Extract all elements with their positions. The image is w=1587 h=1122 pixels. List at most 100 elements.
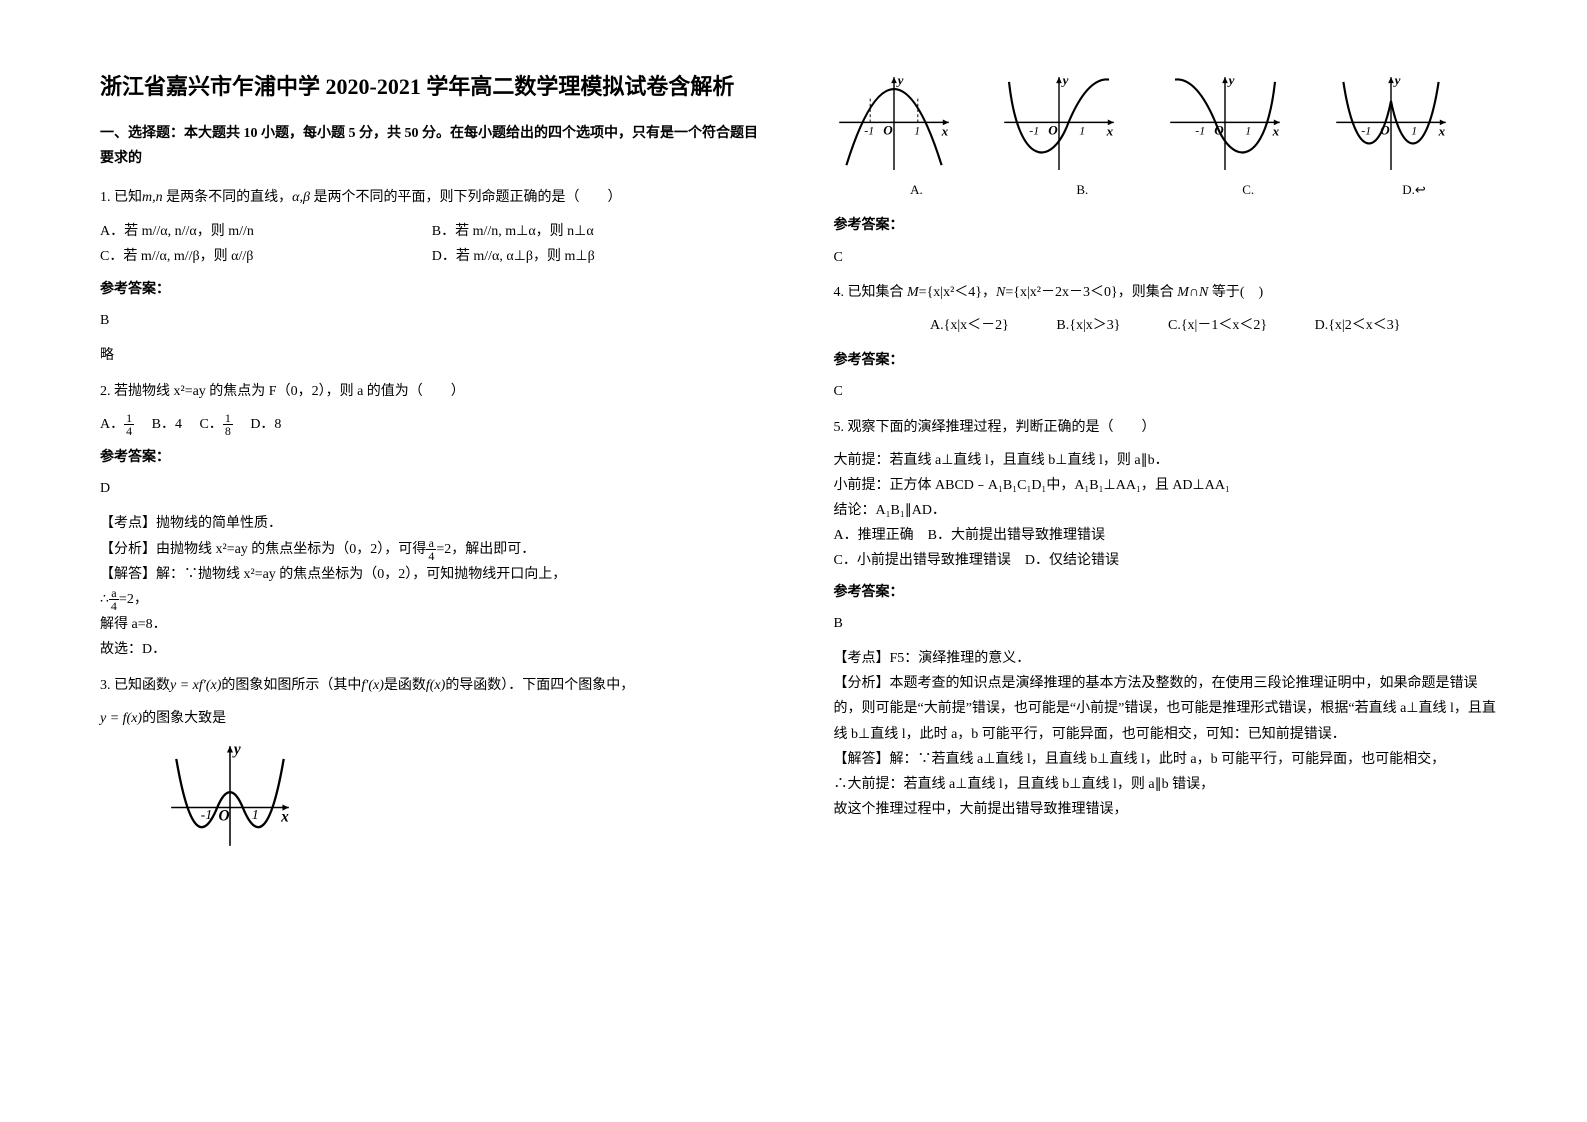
q3-derivative-plot: -1 1 O x y xyxy=(160,741,764,851)
svg-text:x: x xyxy=(940,123,948,138)
frac-d: 8 xyxy=(223,425,233,437)
label-neg1: -1 xyxy=(201,807,213,823)
svg-text:x: x xyxy=(1272,123,1280,138)
label-O: O xyxy=(218,807,229,824)
q5-ans: B xyxy=(834,611,1498,636)
q4-optd: D.{x|2＜x＜3} xyxy=(1315,313,1401,338)
frac-d: 4 xyxy=(124,425,134,437)
q2-optc-pre: C． xyxy=(199,417,222,432)
q5-p3: 结论：A₁B₁∥AD． xyxy=(834,498,1498,523)
q3-stem-d: 的导函数）．下面四个图象中， xyxy=(445,678,634,693)
svg-text:O: O xyxy=(1380,122,1390,137)
label-y: y xyxy=(232,741,241,758)
q5-optd: D．仅结论错误 xyxy=(1025,553,1119,568)
q5-opts2: C．小前提出错导致推理错误 D．仅结论错误 xyxy=(834,548,1498,573)
left-column: 浙江省嘉兴市乍浦中学 2020-2021 学年高二数学理模拟试卷含解析 一、选择… xyxy=(100,70,799,1082)
q4-sb: ={x|x²＜4}， xyxy=(919,285,996,300)
q4-ans: C xyxy=(834,379,1498,404)
q1-ans: B xyxy=(100,308,764,333)
q3-stem2: y = f(x)的图象大致是 xyxy=(100,706,764,731)
q2-frac1: 14 xyxy=(124,412,134,437)
q3-yeq: y = xf′(x) xyxy=(170,678,221,693)
q1-stem-b: 是两条不同的直线， xyxy=(166,190,292,205)
q2-opta-pre: A． xyxy=(100,417,124,432)
q3-ans-label: 参考答案： xyxy=(834,213,1498,238)
q5-opts1: A．推理正确 B．大前提出错导致推理错误 xyxy=(834,523,1498,548)
svg-text:1: 1 xyxy=(1080,123,1086,137)
q5-opta: A．推理正确 xyxy=(834,528,914,543)
q2-optd: D．8 xyxy=(250,417,281,432)
q2-exp4pre: ∴ xyxy=(100,592,109,607)
q1-optb: B．若 m//n, m⊥α，则 n⊥α xyxy=(432,219,764,244)
q5-exp4: ∴大前提：若直线 a⊥直线 l，且直线 b⊥直线 l，则 a∥b 错误， xyxy=(834,772,1498,797)
q3-yfx: y = f(x) xyxy=(100,711,142,726)
q2-exp2b: =2，解出即可． xyxy=(436,542,535,557)
q2-ans-label: 参考答案： xyxy=(100,445,764,470)
q3-fprime: f′(x) xyxy=(361,678,384,693)
q2-optb: B．4 xyxy=(152,417,182,432)
q1-ans-label: 参考答案： xyxy=(100,277,764,302)
q3-captions: A. B. C. D.↩ xyxy=(834,178,1498,201)
svg-text:O: O xyxy=(883,122,893,137)
q5-exp5: 故这个推理过程中，大前提出错导致推理错误， xyxy=(834,797,1498,822)
plot-B: -1 1 O x y xyxy=(999,70,1165,170)
q3-ans: C xyxy=(834,245,1498,270)
q4-sa: 4. 已知集合 xyxy=(834,285,908,300)
deriv-plot-svg: -1 1 O x y xyxy=(160,741,300,851)
cap-a: A. xyxy=(834,178,1000,201)
q3-fx: f(x) xyxy=(426,678,445,693)
frac-n: a xyxy=(426,537,436,550)
q2-exp1: 【考点】抛物线的简单性质． xyxy=(100,511,764,536)
q4-ans-label: 参考答案： xyxy=(834,348,1498,373)
cap-c: C. xyxy=(1165,178,1331,201)
q5-optb: B．大前提出错导致推理错误 xyxy=(928,528,1105,543)
y-arrow xyxy=(227,746,233,752)
q1-optc: C．若 m//α, m//β，则 α//β xyxy=(100,244,432,269)
svg-text:y: y xyxy=(895,72,903,87)
q3-option-plots: -1 1 O x y -1 1 O x y xyxy=(834,70,1498,170)
q5-exp3: 【解答】解：∵若直线 a⊥直线 l，且直线 b⊥直线 l，此时 a，b 可能平行… xyxy=(834,747,1498,772)
svg-text:1: 1 xyxy=(1411,123,1417,137)
q4-opts: A.{x|x＜－2} B.{x|x＞3} C.{x|－1＜x＜2} D.{x|2… xyxy=(834,313,1498,338)
q2-exp4post: =2， xyxy=(119,592,148,607)
q5-optc: C．小前提出错导致推理错误 xyxy=(834,553,1011,568)
q3-stem-b: 的图象如图所示（其中 xyxy=(221,678,361,693)
svg-text:O: O xyxy=(1049,122,1059,137)
q4-stem: 4. 已知集合 M={x|x²＜4}，N={x|x²－2x－3＜0}，则集合 M… xyxy=(834,280,1498,305)
q3-stem-e: 的图象大致是 xyxy=(142,711,226,726)
label-x: x xyxy=(280,809,289,826)
q2-opts: A．14 B．4 C．18 D．8 xyxy=(100,412,764,437)
svg-text:x: x xyxy=(1106,123,1114,138)
q1-mn: m,n xyxy=(142,190,166,205)
svg-text:-1: -1 xyxy=(1361,123,1371,137)
right-column: -1 1 O x y -1 1 O x y xyxy=(799,70,1498,1082)
q5-exp2: 【分析】本题考查的知识点是演绎推理的基本方法及整数的，在使用三段论推理证明中，如… xyxy=(834,671,1498,747)
q3-stem: 3. 已知函数y = xf′(x)的图象如图所示（其中f′(x)是函数f(x)的… xyxy=(100,673,764,698)
q2-exp6: 故选：D． xyxy=(100,637,764,662)
q2-frac2: 18 xyxy=(223,412,233,437)
q2-exp2a: 【分析】由抛物线 x²=ay 的焦点坐标为（0，2），可得 xyxy=(100,542,426,557)
q5-p2: 小前提：正方体 ABCD﹣A₁B₁C₁D₁中，A₁B₁⊥AA₁，且 AD⊥AA₁ xyxy=(834,473,1498,498)
svg-text:y: y xyxy=(1061,72,1069,87)
q4-M: M xyxy=(907,285,919,300)
q4-N: N xyxy=(996,285,1005,300)
q3-stem-a: 3. 已知函数 xyxy=(100,678,170,693)
q1-stem-c: 是两个不同的平面，则下列命题正确的是（ ） xyxy=(313,190,621,205)
q1-ab: α,β xyxy=(292,190,313,205)
section-1-head: 一、选择题：本大题共 10 小题，每小题 5 分，共 50 分。在每小题给出的四… xyxy=(100,121,764,171)
q2-exp4: ∴a4=2， xyxy=(100,587,764,612)
q1-exp: 略 xyxy=(100,343,764,368)
q2-fracA: a4 xyxy=(426,537,436,562)
q4-cap: M∩N xyxy=(1177,285,1208,300)
q5-ans-label: 参考答案： xyxy=(834,580,1498,605)
q1-stem: 1. 已知m,n 是两条不同的直线，α,β 是两个不同的平面，则下列命题正确的是… xyxy=(100,185,764,210)
frac-d: 4 xyxy=(426,550,436,562)
svg-text:x: x xyxy=(1438,123,1446,138)
plot-C: -1 1 O x y xyxy=(1165,70,1331,170)
q5-stem: 5. 观察下面的演绎推理过程，判断正确的是（ ） xyxy=(834,415,1498,440)
page-title: 浙江省嘉兴市乍浦中学 2020-2021 学年高二数学理模拟试卷含解析 xyxy=(100,70,764,103)
cap-d: D.↩ xyxy=(1331,178,1497,201)
svg-text:O: O xyxy=(1215,122,1225,137)
q2-exp5: 解得 a=8． xyxy=(100,612,764,637)
svg-text:1: 1 xyxy=(914,123,920,137)
